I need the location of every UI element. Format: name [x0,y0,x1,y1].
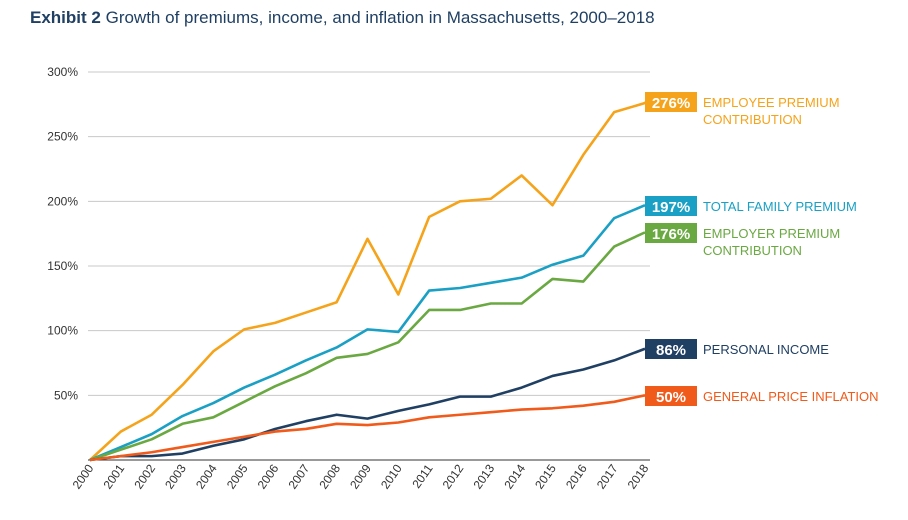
series-name-label: GENERAL PRICE INFLATION [703,389,879,404]
series-lines [89,101,646,462]
x-tick-label: 2007 [286,461,313,491]
series-name-label: EMPLOYER PREMIUM [703,226,840,241]
end-value-label: 86% [656,342,686,359]
series-line [89,347,646,462]
x-tick-label: 2013 [471,461,498,491]
x-axis-ticks: 2000 2001 2002 2003 2004 2005 2006 2007 2008 2009… [70,461,652,491]
y-tick-label: 250% [47,130,78,144]
exhibit-number: Exhibit 2 [30,8,101,27]
x-tick-label: 2009 [347,461,374,491]
series-name-label: TOTAL FAMILY PREMIUM [703,199,857,214]
end-value-label: 276% [652,95,690,112]
series-name-label: CONTRIBUTION [703,243,802,258]
end-value-badge [645,386,697,406]
y-tick-label: 100% [47,324,78,338]
x-tick-label: 2005 [224,461,251,491]
chart-title-text: Growth of premiums, income, and inflatio… [105,8,655,27]
x-tick-label: 2018 [625,461,652,491]
x-tick-label: 2001 [101,461,128,491]
x-tick-label: 2016 [563,461,590,491]
end-value-badge [645,339,697,359]
series-labels: 276% EMPLOYEE PREMIUM CONTRIBUTION 197% TOTA… [644,92,879,406]
y-tick-label: 200% [47,194,78,208]
y-tick-label: 150% [47,259,78,273]
series-name-label: EMPLOYEE PREMIUM [703,95,840,110]
x-tick-label: 2010 [378,461,405,491]
series-line [89,204,646,462]
x-tick-label: 2011 [409,461,435,490]
x-tick-label: 2006 [255,461,282,491]
x-tick-label: 2015 [532,461,559,491]
x-tick-label: 2008 [316,461,343,491]
y-tick-label: 50% [54,388,78,402]
series-name-label: PERSONAL INCOME [703,342,829,357]
x-tick-label: 2002 [131,461,158,491]
end-value-label: 197% [652,199,690,216]
y-tick-label: 300% [47,65,78,79]
x-tick-label: 2000 [70,461,97,491]
series-name-label: CONTRIBUTION [703,112,802,127]
chart-title: Exhibit 2 Growth of premiums, income, an… [30,8,655,28]
gridlines [88,71,650,461]
y-axis-ticks: 50% 100% 150% 200% 250% 300% [47,65,78,402]
end-value-badge [645,196,697,216]
end-value-badge [645,223,697,243]
x-tick-label: 2017 [594,461,621,491]
end-value-badge [645,92,697,112]
x-tick-label: 2012 [440,461,467,491]
end-value-label: 50% [656,389,686,406]
x-tick-label: 2004 [193,461,220,491]
x-tick-label: 2014 [501,461,528,491]
end-value-label: 176% [652,226,690,243]
x-tick-label: 2003 [162,461,189,491]
